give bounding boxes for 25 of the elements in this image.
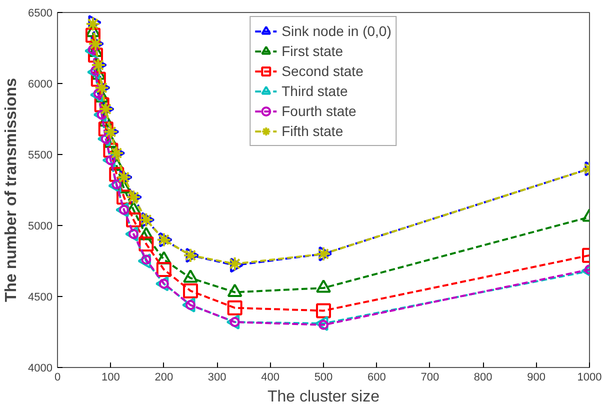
y-tick-label: 5000 [28, 220, 53, 232]
x-tick-label: 900 [527, 372, 546, 384]
legend-label: Third state [282, 83, 348, 99]
y-tick-label: 6500 [28, 8, 53, 20]
x-tick-label: 200 [154, 372, 174, 384]
y-tick-label: 4500 [28, 292, 53, 304]
y-tick-label: 5500 [28, 150, 53, 162]
x-tick-label: 800 [474, 372, 492, 384]
x-tick-label: 0 [54, 372, 61, 384]
x-tick-label: 1000 [577, 372, 602, 384]
x-tick-label: 600 [368, 372, 386, 384]
y-axis-title: The number of transmissions [3, 78, 20, 302]
x-tick-label: 400 [261, 372, 280, 384]
legend-label: Sink node in (0,0) [282, 23, 392, 39]
legend-label: Second state [282, 63, 364, 79]
legend-label: First state [282, 43, 344, 59]
y-tick-label: 6000 [28, 78, 53, 90]
legend-label: Fifth state [282, 123, 344, 139]
x-tick-label: 100 [102, 372, 120, 384]
y-tick-label: 4000 [28, 362, 53, 374]
x-tick-label: 500 [314, 372, 333, 384]
x-tick-label: 700 [420, 372, 440, 384]
x-tick-label: 300 [208, 372, 226, 384]
legend-label: Fourth state [282, 103, 356, 119]
x-axis-title: The cluster size [267, 388, 380, 406]
